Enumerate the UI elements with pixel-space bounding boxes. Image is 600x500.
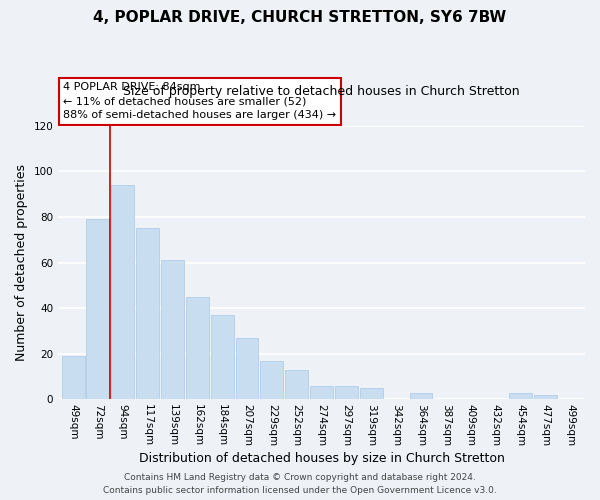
- Bar: [335, 386, 358, 400]
- Bar: [534, 395, 557, 400]
- Bar: [236, 338, 259, 400]
- X-axis label: Distribution of detached houses by size in Church Stretton: Distribution of detached houses by size …: [139, 452, 505, 465]
- Bar: [509, 392, 532, 400]
- Bar: [112, 185, 134, 400]
- Bar: [360, 388, 383, 400]
- Bar: [62, 356, 85, 400]
- Bar: [211, 315, 233, 400]
- Bar: [136, 228, 159, 400]
- Text: 4, POPLAR DRIVE, CHURCH STRETTON, SY6 7BW: 4, POPLAR DRIVE, CHURCH STRETTON, SY6 7B…: [94, 10, 506, 25]
- Title: Size of property relative to detached houses in Church Stretton: Size of property relative to detached ho…: [123, 85, 520, 98]
- Bar: [86, 219, 109, 400]
- Bar: [310, 386, 333, 400]
- Y-axis label: Number of detached properties: Number of detached properties: [15, 164, 28, 361]
- Bar: [286, 370, 308, 400]
- Bar: [186, 297, 209, 400]
- Text: 4 POPLAR DRIVE: 84sqm
← 11% of detached houses are smaller (52)
88% of semi-deta: 4 POPLAR DRIVE: 84sqm ← 11% of detached …: [64, 82, 337, 120]
- Bar: [161, 260, 184, 400]
- Bar: [260, 360, 283, 400]
- Bar: [410, 392, 433, 400]
- Text: Contains HM Land Registry data © Crown copyright and database right 2024.
Contai: Contains HM Land Registry data © Crown c…: [103, 474, 497, 495]
